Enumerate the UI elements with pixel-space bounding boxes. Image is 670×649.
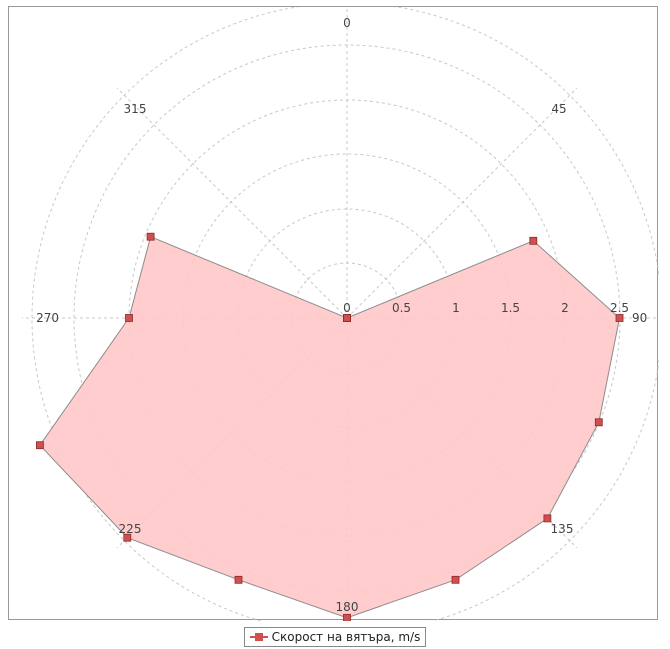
plot-area: 0 45 90 135 180 225 270 315 0 0.5 1 1.5 2 2.5: [8, 6, 659, 621]
angle-label: 315: [124, 102, 147, 116]
series-points: [35, 232, 624, 621]
data-point: [35, 441, 44, 450]
data-point: [234, 575, 243, 584]
legend: Скорост на вятъра, m/s: [0, 627, 670, 647]
angle-label: 45: [551, 102, 566, 116]
angle-label: 0: [343, 16, 351, 30]
axis-labels: 0 45 90 135 180 225 270 315 0 0.5 1 1.5 2 2.5: [36, 16, 647, 614]
angle-gridline: [116, 87, 348, 319]
data-point: [123, 533, 132, 542]
radial-tick-label: 1: [452, 301, 460, 315]
data-point: [529, 236, 538, 245]
data-point: [594, 418, 603, 427]
angle-label: 180: [336, 600, 359, 614]
series-area-polygon: [39, 236, 621, 619]
legend-label: Скорост на вятъра, m/s: [271, 630, 421, 644]
polar-chart: 0 45 90 135 180 225 270 315 0 0.5 1 1.5 2 2.5: [22, 7, 659, 621]
radial-tick-label: 1.5: [501, 301, 520, 315]
radial-tick-label: 2: [561, 301, 569, 315]
angle-label: 135: [551, 522, 574, 536]
series-area: [39, 236, 621, 619]
angle-label: 90: [632, 311, 647, 325]
data-point: [451, 575, 460, 584]
legend-entry: Скорост на вятъра, m/s: [243, 627, 427, 647]
data-point: [615, 314, 624, 322]
data-point: [343, 314, 351, 322]
radial-tick-label: 2.5: [610, 301, 629, 315]
radial-tick-label: 0.5: [392, 301, 411, 315]
data-point: [343, 613, 351, 621]
data-point: [125, 314, 133, 322]
data-point: [146, 232, 155, 241]
angle-gridline: [346, 87, 578, 319]
radial-tick-label: 0: [343, 301, 351, 315]
angle-label: 225: [119, 522, 142, 536]
data-point: [543, 514, 552, 523]
angle-label: 270: [36, 311, 59, 325]
legend-swatch: [249, 632, 268, 642]
